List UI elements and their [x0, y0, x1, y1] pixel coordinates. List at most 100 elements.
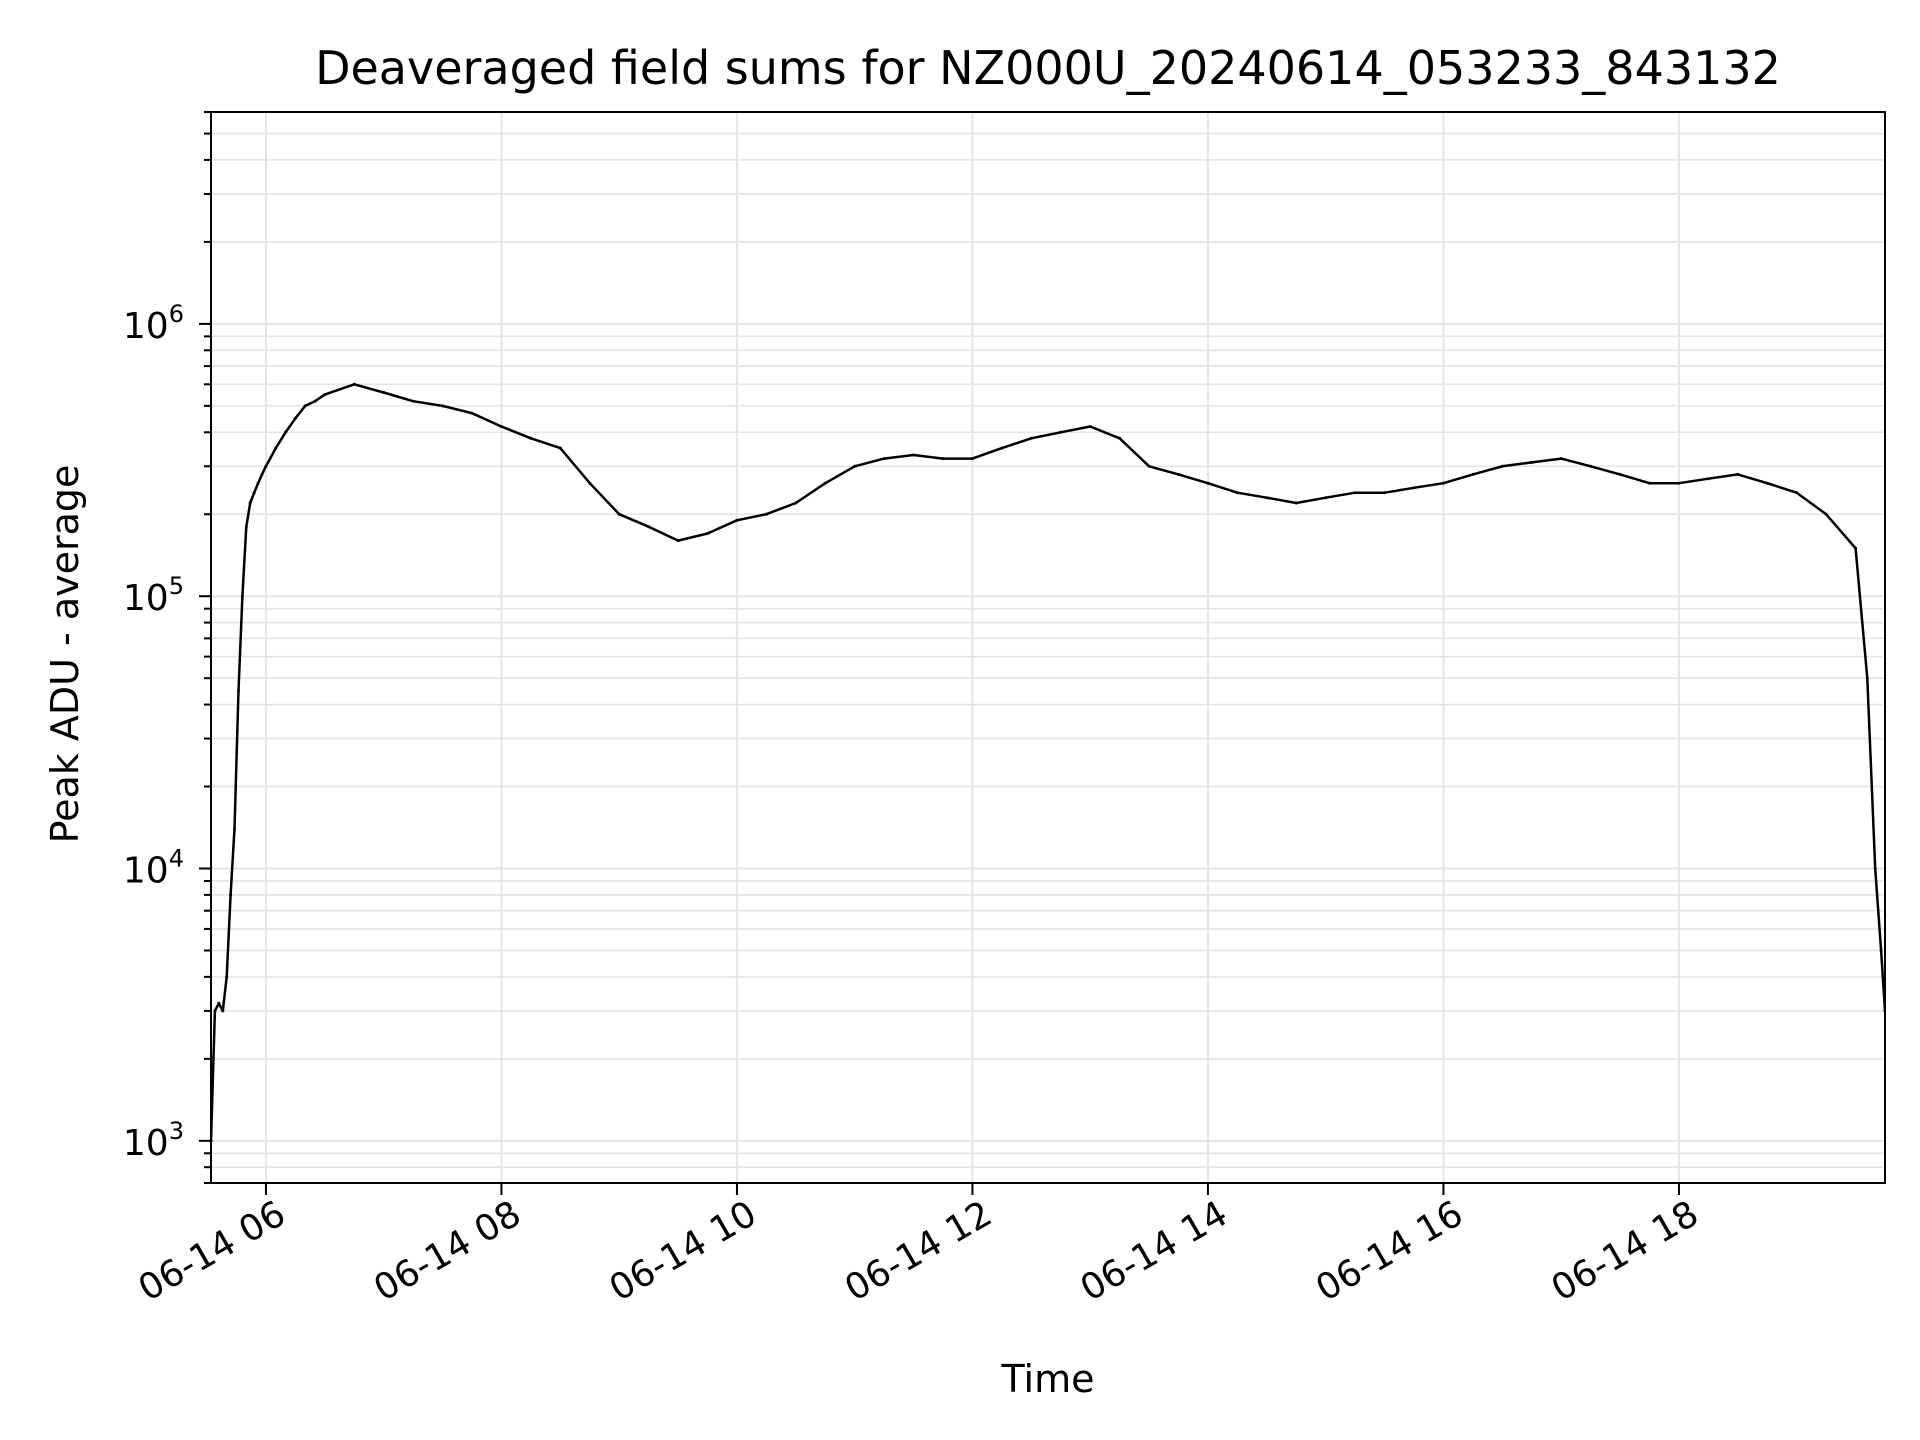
series-point — [1235, 491, 1239, 495]
series-point — [735, 518, 739, 522]
y-tick-base: 10 — [123, 306, 169, 347]
series-point — [1500, 464, 1504, 468]
series-point — [1589, 464, 1593, 468]
x-tick-label: 06-14 10 — [603, 1193, 764, 1309]
series-point — [352, 382, 356, 386]
series-point — [1088, 425, 1092, 428]
series-point — [229, 893, 233, 897]
series-point — [1383, 491, 1387, 495]
plot-frame — [210, 111, 1886, 1184]
series-point — [941, 457, 945, 461]
y-tick-exponent: 5 — [169, 572, 184, 600]
series-point — [1854, 546, 1858, 550]
series-point — [647, 525, 651, 529]
series-point — [823, 481, 827, 485]
series-point — [1706, 477, 1710, 481]
x-tick-label: 06-14 08 — [367, 1193, 528, 1309]
series-point — [617, 512, 621, 516]
y-axis-label: Peak ADU - average — [43, 465, 87, 844]
series-point — [1865, 676, 1869, 680]
series-point — [588, 481, 592, 485]
series-point — [441, 404, 445, 408]
series-point — [303, 404, 307, 408]
y-tick-base: 10 — [123, 578, 169, 619]
series-point — [217, 1001, 221, 1005]
series-point — [1324, 496, 1328, 500]
x-axis: 06-14 06 06-14 08 06-14 10 06-14 12 06-14 14… — [132, 1183, 1706, 1310]
series-point — [1118, 436, 1122, 440]
series-point — [274, 446, 278, 450]
series-point — [233, 827, 236, 831]
series-point — [323, 393, 327, 397]
series-point — [260, 472, 264, 476]
series-point — [213, 1009, 217, 1013]
series-point — [1206, 481, 1210, 485]
series-point — [1824, 512, 1828, 516]
series-point — [970, 457, 974, 461]
y-tick-exponent: 6 — [169, 300, 184, 328]
series-point — [1879, 949, 1883, 952]
series-point — [237, 689, 240, 693]
series-point — [1029, 436, 1033, 440]
series-point — [1677, 481, 1681, 485]
series-point — [240, 594, 244, 598]
series-point — [244, 525, 248, 529]
series-point — [264, 464, 268, 468]
x-tick-label: 06-14 12 — [838, 1193, 999, 1309]
series-point — [1530, 460, 1534, 464]
y-tick-label: 104 — [123, 845, 184, 892]
y-tick-exponent: 4 — [169, 845, 184, 873]
series-point — [1147, 464, 1151, 468]
series-point — [912, 453, 916, 457]
series-point — [1265, 496, 1269, 500]
series-point — [313, 399, 317, 403]
series-point — [248, 501, 252, 505]
series-point — [252, 491, 256, 495]
x-tick-label: 06-14 06 — [132, 1193, 293, 1309]
series-point — [1873, 867, 1877, 870]
series-point — [1412, 486, 1416, 490]
series-point — [1059, 430, 1063, 434]
series-point — [853, 464, 857, 468]
series-point — [1618, 472, 1622, 476]
series-point — [529, 436, 533, 440]
series-point — [1000, 446, 1004, 450]
series-point — [794, 501, 798, 505]
y-tick-base: 10 — [123, 1123, 169, 1164]
x-tick-label: 06-14 18 — [1545, 1193, 1706, 1309]
series-point — [411, 399, 415, 403]
series-point — [1177, 472, 1180, 476]
series-point — [382, 391, 386, 394]
series-point — [256, 481, 260, 485]
series-line — [211, 383, 1885, 1141]
series-point — [706, 532, 709, 535]
x-axis-label: Time — [1001, 1357, 1095, 1401]
series-point — [558, 446, 562, 450]
series-point — [676, 539, 680, 543]
y-tick-exponent: 3 — [169, 1117, 184, 1145]
series-point — [221, 1009, 225, 1013]
grid — [211, 111, 1885, 1184]
series-point — [1795, 491, 1799, 495]
series-point — [1559, 457, 1563, 461]
y-tick-label: 103 — [123, 1117, 184, 1164]
series-point — [882, 457, 886, 461]
y-tick-label: 105 — [123, 572, 184, 619]
data-area — [211, 382, 1885, 1143]
x-tick-label: 06-14 16 — [1309, 1193, 1470, 1309]
series-point — [1294, 501, 1298, 505]
series-point — [1471, 472, 1475, 476]
series-point — [293, 416, 297, 420]
chart-title: Deaveraged field sums for NZ000U_2024061… — [315, 41, 1781, 95]
series-point — [1736, 472, 1740, 476]
y-tick-label: 106 — [123, 300, 184, 347]
series-point — [470, 411, 474, 415]
series-point — [1648, 481, 1651, 485]
series-point — [499, 425, 503, 428]
x-tick-label: 06-14 14 — [1074, 1193, 1235, 1309]
series-point — [284, 430, 288, 434]
series-point — [764, 512, 768, 516]
